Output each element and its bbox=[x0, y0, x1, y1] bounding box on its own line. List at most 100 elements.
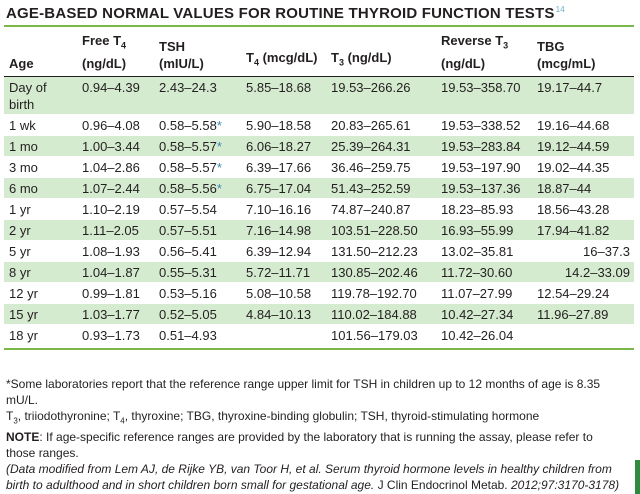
header-tbg: TBG (mcg/mL) bbox=[537, 38, 596, 71]
title-reference: 14 bbox=[555, 5, 565, 14]
cell-tbg bbox=[532, 324, 634, 345]
cell-free-t4: 0.96–4.08 bbox=[82, 117, 140, 133]
cell-reverse-t3: 19.53–283.84 bbox=[436, 135, 532, 157]
footnote-tsh: *Some laboratories report that the refer… bbox=[6, 377, 601, 407]
cell-tsh: 0.52–5.05 bbox=[154, 303, 241, 325]
cell-t3: 101.56–179.03 bbox=[331, 327, 418, 343]
cell-tsh: 0.57–5.51 bbox=[154, 219, 241, 241]
cell-age: 5 yr bbox=[9, 243, 31, 259]
cell-free-t4: 1.04–2.86 bbox=[82, 159, 140, 175]
cell-t3: 36.46–259.75 bbox=[331, 159, 411, 175]
cell-age: 18 yr bbox=[9, 327, 38, 343]
cell-free-t4: 0.99–1.81 bbox=[82, 285, 140, 301]
cell-t3: 51.43–252.59 bbox=[326, 177, 436, 199]
cell-t4: 5.72–11.71 bbox=[241, 261, 326, 283]
table-row: 2 yr 1.11–2.05 0.57–5.51 7.16–14.98 103.51–2… bbox=[4, 219, 634, 241]
cell-reverse-t3: 11.72–30.60 bbox=[436, 261, 532, 283]
cell-tsh: 0.58–5.57* bbox=[154, 135, 241, 157]
tsh-asterisk: * bbox=[216, 138, 222, 154]
cell-reverse-t3: 19.53–137.36 bbox=[436, 177, 532, 199]
cell-t3: 110.02–184.88 bbox=[326, 303, 436, 325]
cell-tbg: 19.16–44.68 bbox=[537, 117, 610, 133]
cell-tbg: 14.2–33.09 bbox=[532, 261, 634, 283]
cell-t4: 5.08–10.58 bbox=[246, 285, 312, 301]
header-tsh: TSH (mIU/L) bbox=[159, 38, 204, 71]
cell-tsh: 0.56–5.41 bbox=[159, 243, 217, 259]
cell-age: 15 yr bbox=[4, 303, 77, 325]
tsh-asterisk: * bbox=[216, 159, 222, 175]
note: NOTE: If age-specific reference ranges a… bbox=[6, 430, 593, 461]
header-row: Age Free T4 (ng/dL) TSH (mIU/L) T4 (mcg/dL… bbox=[4, 28, 634, 77]
tsh-asterisk: * bbox=[216, 180, 222, 196]
cell-age: 1 wk bbox=[9, 117, 36, 133]
tsh-asterisk: * bbox=[216, 117, 222, 133]
cell-free-t4: 1.07–2.44 bbox=[77, 177, 154, 199]
cell-age: 2 yr bbox=[4, 219, 77, 241]
cell-tsh: 0.53–5.16 bbox=[159, 285, 217, 301]
cell-age: 12 yr bbox=[9, 285, 38, 301]
cell-t3: 131.50–212.23 bbox=[331, 243, 418, 259]
table-row: 15 yr 1.03–1.77 0.52–5.05 4.84–10.13 110.02–… bbox=[4, 303, 634, 325]
cell-t3: 20.83–265.61 bbox=[331, 117, 411, 133]
cell-age: 1 yr bbox=[9, 201, 31, 217]
abbreviations: T3, triiodothyronine; T4, thyroxine; TBG… bbox=[6, 409, 540, 426]
cell-t4: 5.90–18.58 bbox=[246, 117, 312, 133]
cell-t3: 130.85–202.46 bbox=[326, 261, 436, 283]
cell-reverse-t3: 16.93–55.99 bbox=[436, 219, 532, 241]
header-age: Age bbox=[9, 55, 34, 71]
cell-reverse-t3: 10.42–27.34 bbox=[436, 303, 532, 325]
cell-free-t4: 1.03–1.77 bbox=[77, 303, 154, 325]
cell-t4: 6.75–17.04 bbox=[241, 177, 326, 199]
cell-t3: 119.78–192.70 bbox=[331, 285, 417, 301]
cell-t4: 4.84–10.13 bbox=[241, 303, 326, 325]
cell-t3: 74.87–240.87 bbox=[331, 201, 411, 217]
table-row: 8 yr 1.04–1.87 0.55–5.31 5.72–11.71 130.85–2… bbox=[4, 261, 634, 283]
cell-free-t4: 0.94–4.39 bbox=[77, 76, 154, 115]
page-edge-marker bbox=[635, 460, 640, 494]
cell-reverse-t3: 13.02–35.81 bbox=[441, 243, 514, 259]
cell-tsh: 0.58–5.56* bbox=[154, 177, 241, 199]
table-row: 5 yr 1.08–1.93 0.56–5.41 6.39–12.94 131.50–2… bbox=[4, 240, 634, 262]
cell-age: Day of birth bbox=[4, 76, 77, 115]
cell-tbg: 19.17–44.7 bbox=[532, 76, 634, 115]
table-row: 3 mo 1.04–2.86 0.58–5.57* 6.39–17.66 36.46–2… bbox=[4, 156, 634, 178]
cell-t4: 6.06–18.27 bbox=[241, 135, 326, 157]
cell-reverse-t3: 19.53–338.52 bbox=[441, 117, 521, 133]
cell-age: 8 yr bbox=[4, 261, 77, 283]
cell-tbg: 18.56–43.28 bbox=[537, 201, 610, 217]
thyroid-values-table: Age Free T4 (ng/dL) TSH (mIU/L) T4 (mcg/dL… bbox=[4, 28, 634, 346]
cell-t4: 6.39–17.66 bbox=[246, 159, 312, 175]
cell-tsh: 0.55–5.31 bbox=[154, 261, 241, 283]
cell-tbg: 12.54–29.24 bbox=[537, 285, 610, 301]
cell-reverse-t3: 11.07–27.99 bbox=[441, 285, 513, 301]
table-row: 12 yr 0.99–1.81 0.53–5.16 5.08–10.58 119.78–… bbox=[4, 282, 634, 304]
header-t3: T3 (ng/dL) bbox=[331, 50, 392, 68]
table-row: 18 yr 0.93–1.73 0.51–4.93 101.56–179.03 10.4… bbox=[4, 324, 634, 346]
cell-tsh: 0.51–4.93 bbox=[159, 327, 217, 343]
table-row: 1 yr 1.10–2.19 0.57–5.54 7.10–16.16 74.87–24… bbox=[4, 198, 634, 220]
cell-age: 1 mo bbox=[4, 135, 77, 157]
table-row: 1 wk 0.96–4.08 0.58–5.58* 5.90–18.58 20.83–2… bbox=[4, 114, 634, 136]
table-row: 1 mo 1.00–3.44 0.58–5.57* 6.06–18.27 25.39–2… bbox=[4, 135, 634, 157]
cell-t4: 7.16–14.98 bbox=[241, 219, 326, 241]
cell-free-t4: 1.00–3.44 bbox=[77, 135, 154, 157]
cell-t4 bbox=[241, 324, 326, 345]
cell-t3: 25.39–264.31 bbox=[326, 135, 436, 157]
header-free-t4: Free T4 (ng/dL) bbox=[82, 33, 127, 71]
cell-tsh: 0.58–5.57* bbox=[159, 159, 222, 175]
table-row: 6 mo 1.07–2.44 0.58–5.56* 6.75–17.04 51.43–2… bbox=[4, 177, 634, 199]
cell-tsh: 0.58–5.58* bbox=[159, 117, 222, 133]
cell-reverse-t3: 19.53–358.70 bbox=[436, 76, 532, 115]
cell-t4: 5.85–18.68 bbox=[241, 76, 326, 115]
data-source: (Data modified from Lem AJ, de Rijke YB,… bbox=[6, 462, 620, 493]
table-body: Day of birth 0.94–4.39 2.43–24.3 5.85–18.68… bbox=[4, 76, 634, 346]
header-reverse-t3: Reverse T3 (ng/dL) bbox=[441, 33, 509, 71]
cell-free-t4: 1.10–2.19 bbox=[82, 201, 140, 217]
cell-free-t4: 1.04–1.87 bbox=[77, 261, 154, 283]
cell-t4: 6.39–12.94 bbox=[246, 243, 312, 259]
cell-t3: 103.51–228.50 bbox=[326, 219, 436, 241]
table-row: Day of birth 0.94–4.39 2.43–24.3 5.85–18.68… bbox=[4, 76, 634, 115]
title-divider bbox=[4, 25, 634, 27]
cell-tbg: 11.96–27.89 bbox=[532, 303, 634, 325]
cell-tbg: 16–37.3 bbox=[583, 243, 630, 259]
